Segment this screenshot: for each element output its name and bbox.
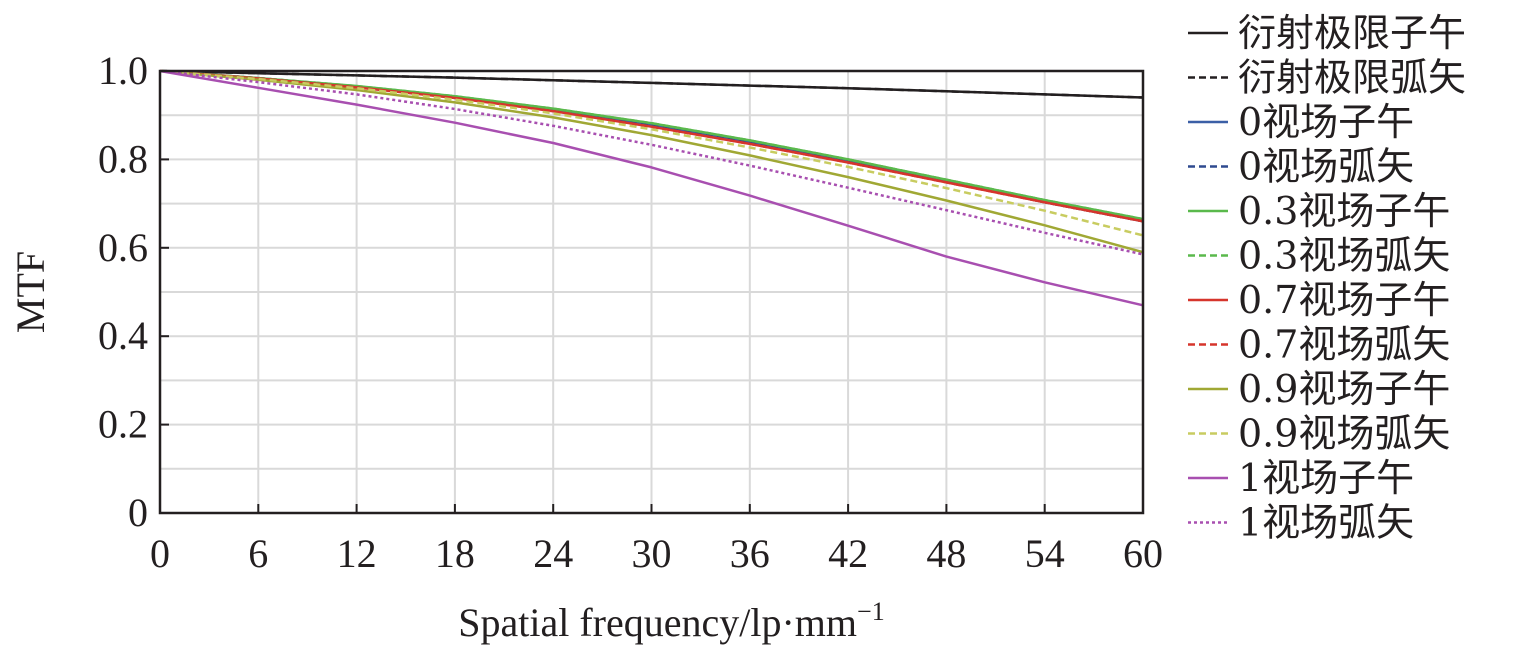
y-tick-label: 0.2 <box>98 402 148 447</box>
legend: 衍射极限子午衍射极限弧矢0视场子午0视场弧矢0.3视场子午0.3视场弧矢0.7视… <box>1188 11 1466 545</box>
x-tick-label: 0 <box>150 531 170 576</box>
x-tick-label: 54 <box>1025 531 1065 576</box>
y-tick-label: 0 <box>128 490 148 535</box>
y-tick-label: 0.6 <box>98 225 148 270</box>
legend-label-8: 0.9视场子午 <box>1238 367 1450 411</box>
series-line-9 <box>159 69 1144 237</box>
series-line-10 <box>159 69 1144 307</box>
y-tick-label: 1.0 <box>98 48 148 93</box>
x-tick-label: 12 <box>337 531 377 576</box>
x-tick-label: 30 <box>632 531 672 576</box>
axis-ticks: 0 6 12 18 24 30 36 42 48 54 60 0 0.2 0.4 0.6 0.8 1.0 <box>98 48 1163 576</box>
y-axis-title: MTF <box>8 251 53 333</box>
legend-label-7: 0.7视场弧矢 <box>1238 323 1450 367</box>
legend-label-6: 0.7视场子午 <box>1238 278 1450 322</box>
legend-label-9: 0.9视场弧矢 <box>1238 412 1450 456</box>
series-line-11 <box>159 69 1144 256</box>
series-line-5 <box>159 69 1144 221</box>
legend-label-11: 1视场弧矢 <box>1238 501 1414 545</box>
series-line-1 <box>159 69 1144 99</box>
grid <box>160 71 1143 513</box>
legend-label-2: 0视场子午 <box>1238 100 1414 144</box>
legend-label-0: 衍射极限子午 <box>1238 11 1466 55</box>
x-tick-label: 42 <box>828 531 868 576</box>
legend-label-3: 0视场弧矢 <box>1238 145 1414 189</box>
x-tick-label: 36 <box>730 531 770 576</box>
series-line-8 <box>159 69 1144 254</box>
y-tick-label: 0.4 <box>98 313 148 358</box>
legend-label-1: 衍射极限弧矢 <box>1238 56 1466 100</box>
x-tick-label: 60 <box>1123 531 1163 576</box>
legend-label-4: 0.3视场子午 <box>1238 189 1450 233</box>
x-tick-label: 48 <box>926 531 966 576</box>
x-tick-label: 6 <box>248 531 268 576</box>
x-axis-title-superscript: −1 <box>857 597 885 626</box>
legend-label-5: 0.3视场弧矢 <box>1238 234 1450 278</box>
x-axis-title-main: Spatial frequency/lp·mm <box>458 600 857 645</box>
legend-label-10: 1视场子午 <box>1238 456 1414 500</box>
series-line-7 <box>159 69 1144 223</box>
x-tick-label: 18 <box>435 531 475 576</box>
x-tick-label: 24 <box>533 531 573 576</box>
y-tick-label: 0.8 <box>98 136 148 181</box>
x-axis-title: Spatial frequency/lp·mm−1 <box>458 597 884 645</box>
series-lines <box>159 69 1144 307</box>
